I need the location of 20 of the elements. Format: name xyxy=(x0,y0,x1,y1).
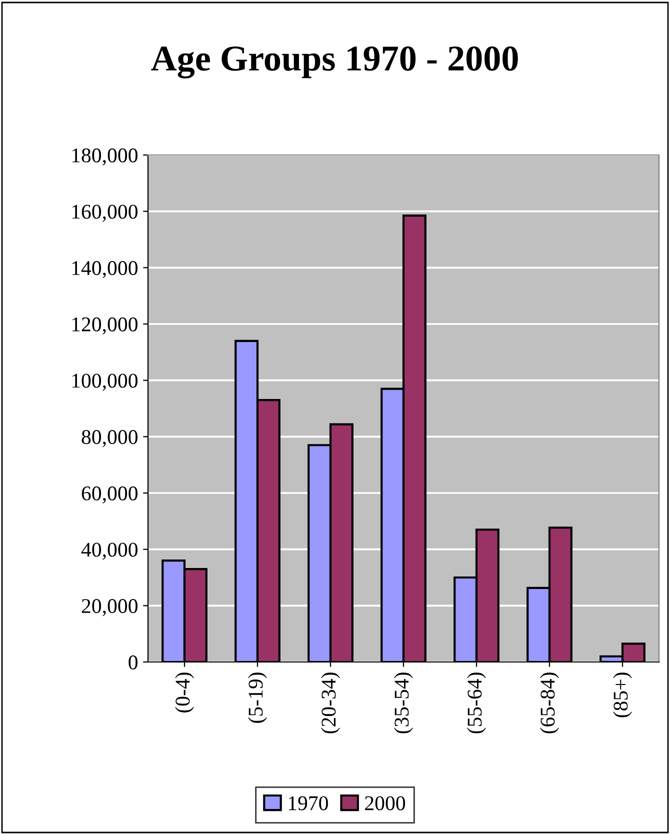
x-tick-label: (0-4) xyxy=(175,672,194,712)
y-tick-label: 40,000 xyxy=(81,542,138,560)
y-tick-label: 20,000 xyxy=(82,599,138,616)
x-tick-label: (85+) xyxy=(613,672,632,718)
legend-label: 1970 xyxy=(288,796,328,810)
y-tick-label: 0 xyxy=(128,655,138,670)
y-tick-label: 120,000 xyxy=(72,317,138,334)
x-tick-label: (35-54) xyxy=(394,672,413,734)
x-tick-label: (20-34) xyxy=(321,672,340,734)
chart-title: Age Groups 1970 - 2000 xyxy=(151,46,518,78)
x-tick-label: (65-84) xyxy=(540,672,559,734)
y-tick-label: 80,000 xyxy=(82,430,138,448)
x-tick-label: (55-64) xyxy=(467,672,486,734)
y-tick-label: 160,000 xyxy=(72,204,138,222)
y-tick-label: 100,000 xyxy=(72,374,138,391)
y-tick-label: 60,000 xyxy=(82,486,138,504)
y-tick-label: 140,000 xyxy=(72,261,138,278)
x-tick-label: (5-19) xyxy=(248,672,267,723)
y-tick-label: 180,000 xyxy=(72,148,138,166)
legend-label: 2000 xyxy=(365,796,406,810)
